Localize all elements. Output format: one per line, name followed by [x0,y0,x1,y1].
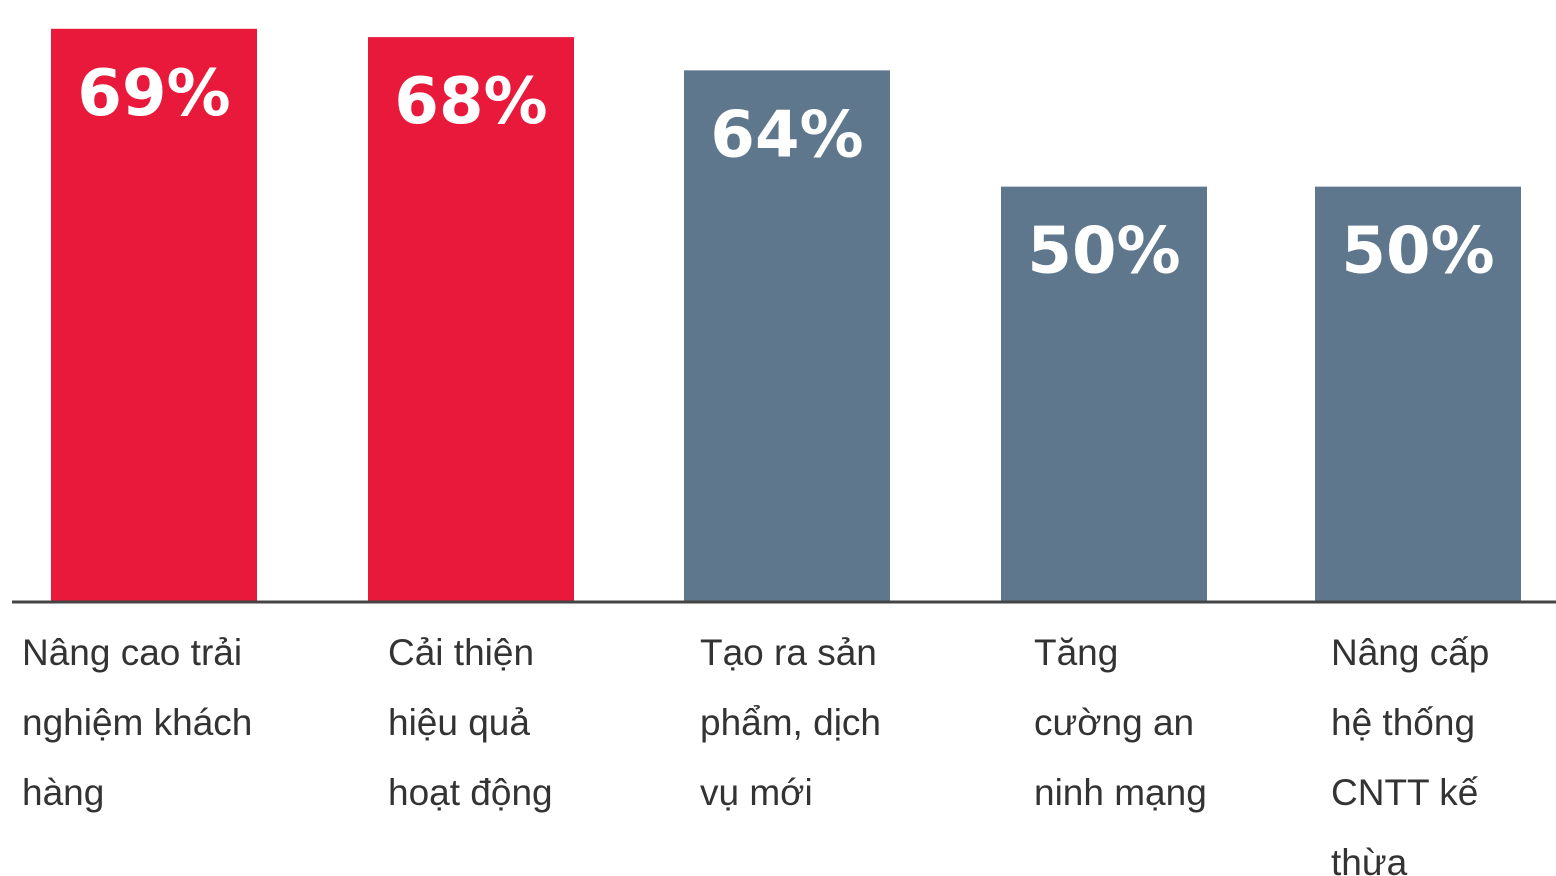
category-label-5-line-1: Nâng cấp [1331,632,1489,673]
category-label-5-line-3: CNTT kế [1331,772,1479,813]
bar-2 [368,37,574,602]
bar-value-label-1: 69% [77,57,230,131]
category-label-1-line-3: hàng [22,772,104,813]
bar-1 [51,28,257,602]
bars-group [51,28,1521,602]
bar-value-label-4: 50% [1027,215,1180,289]
category-label-4-line-2: cường an [1034,702,1194,743]
category-label-1-line-2: nghiệm khách [22,702,252,743]
category-labels-group: Nâng cao trải nghiệm khách hàng Cải thiện hi… [22,632,1489,876]
value-labels-group: 69% 68% 64% 50% 50% [77,57,1494,289]
category-label-2-line-2: hiệu quả [388,702,530,743]
bar-3 [684,70,890,602]
bar-value-label-5: 50% [1341,215,1494,289]
category-label-2-line-3: hoạt động [388,772,553,813]
category-label-3-line-1: Tạo ra sản [700,632,877,673]
category-label-1-line-1: Nâng cao trải [22,632,242,673]
bar-4 [1001,186,1207,602]
category-label-3-line-3: vụ mới [700,772,813,813]
bar-5 [1315,186,1521,602]
bar-value-label-2: 68% [394,65,547,139]
category-label-5-line-2: hệ thống [1331,702,1475,743]
bar-value-label-3: 64% [710,98,863,172]
category-label-5-line-4: thừa [1331,842,1408,876]
category-label-3-line-2: phẩm, dịch [700,702,881,743]
category-label-4-line-3: ninh mạng [1034,772,1207,813]
category-label-4-line-1: Tăng [1034,632,1118,673]
category-label-2-line-1: Cải thiện [388,632,534,673]
